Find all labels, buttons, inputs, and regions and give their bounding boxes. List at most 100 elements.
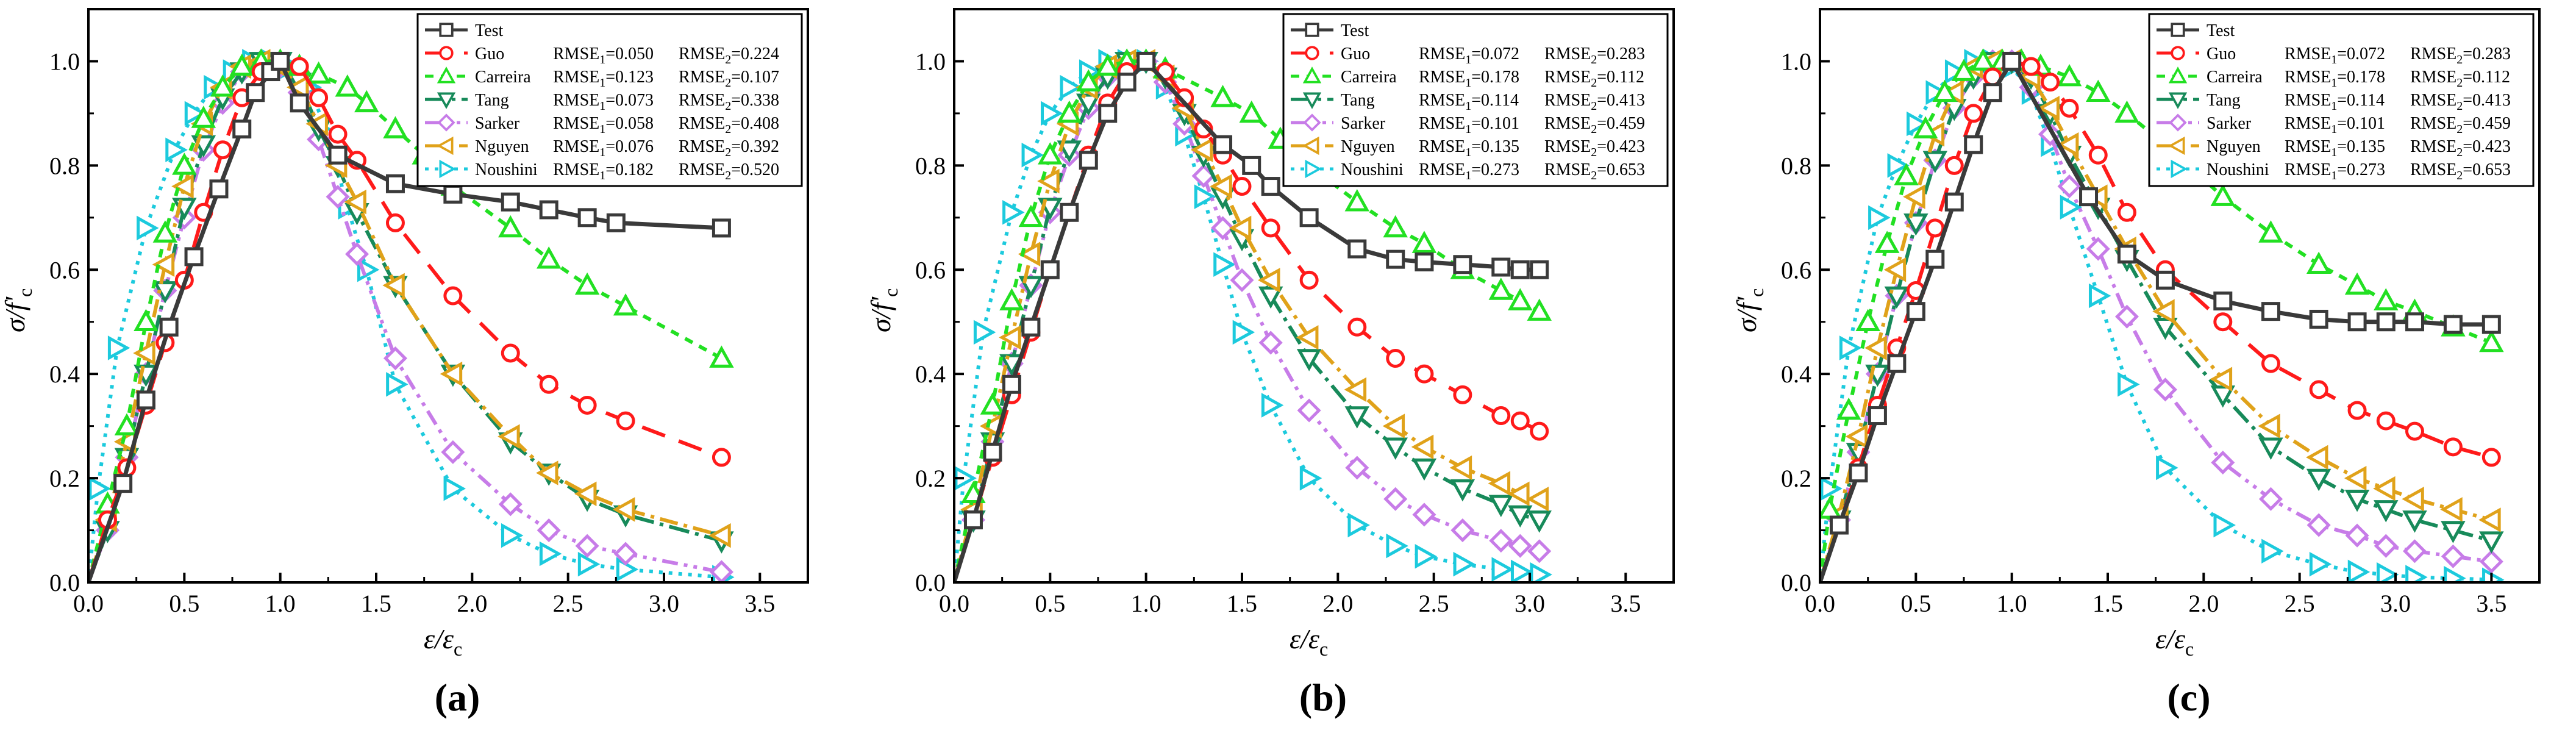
data-point-noushini (2261, 539, 2284, 564)
data-point-noushini (184, 101, 207, 126)
data-point-carreira (2086, 79, 2111, 102)
data-point-noushini (1530, 562, 1552, 582)
data-point-carreira (229, 53, 254, 76)
y-tick-label: 0.4 (915, 360, 946, 388)
data-point-guo (443, 286, 463, 306)
legend-rmse1: RMSE1=0.101 (1419, 114, 1519, 136)
data-point-noushini (2156, 455, 2178, 481)
data-point-guo (1386, 349, 1405, 368)
data-point-guo (1964, 104, 1983, 123)
data-point-noushini (2347, 559, 2371, 582)
data-point-test (1136, 51, 1156, 71)
data-point-carreira (999, 288, 1024, 310)
data-point-noushini (1820, 476, 1843, 501)
data-point-sarker (2086, 237, 2110, 261)
legend-label: Guo (2207, 45, 2236, 63)
data-point-noushini (2309, 551, 2332, 577)
data-point-test (1040, 260, 1060, 279)
data-point-noushini (1887, 153, 1910, 178)
data-point-guo (2443, 437, 2463, 457)
data-point-sarker (537, 518, 561, 543)
legend-label: Carreira (1341, 68, 1397, 87)
x-tick-label: 3.0 (2380, 590, 2411, 617)
legend-box (2148, 13, 2535, 187)
legend-rmse2: RMSE2=0.653 (2410, 160, 2511, 182)
chart-panel-3: 0.0 0.5 1.0 1.5 2.0 2.5 3.0 3.5 0.0 0.2 0.4 0.6 0.8 1… (1731, 8, 2541, 719)
data-point-test (2002, 51, 2022, 71)
legend-rmse1: RMSE1=0.135 (1419, 137, 1519, 159)
y-tick-label: 0.6 (915, 256, 946, 284)
data-point-guo (2261, 354, 2280, 373)
data-point-nguyen (1229, 215, 1252, 241)
data-point-noushini (2060, 195, 2083, 220)
axes-frame (953, 8, 1675, 584)
data-point-carreira (1057, 100, 1082, 123)
data-point-test (1453, 255, 1472, 274)
data-point-carreira (1913, 116, 1938, 138)
x-tick-label: 0.0 (1805, 590, 1835, 617)
legend-marker-sarker (1303, 113, 1321, 132)
legend-marker-test (2171, 23, 2185, 37)
data-point-test (2213, 292, 2233, 311)
x-tick-label: 0.5 (169, 590, 199, 617)
legend-rmse2: RMSE2=0.338 (679, 91, 779, 113)
y-tick-label: 0.0 (915, 569, 946, 596)
data-point-sarker (613, 542, 638, 566)
data-point-guo (616, 411, 635, 431)
data-point-test (159, 317, 179, 337)
data-point-sarker (1210, 216, 1235, 240)
data-point-nguyen (1507, 481, 1530, 506)
legend-marker-guo (439, 46, 454, 60)
data-point-carreira (1951, 59, 1977, 81)
data-point-nguyen (999, 325, 1021, 350)
y-tick-label: 0.8 (915, 152, 946, 179)
data-point-test (136, 390, 155, 410)
data-point-guo (1299, 270, 1319, 290)
data-point-nguyen (1210, 174, 1232, 199)
data-point-nguyen (2373, 476, 2396, 501)
data-point-tang (1527, 510, 1552, 533)
data-point-carreira (1508, 288, 1533, 310)
data-point-nguyen (2402, 487, 2424, 512)
x-tick-label: 0.5 (1035, 590, 1065, 617)
data-point-test (2405, 312, 2424, 332)
data-point-test (2309, 309, 2328, 329)
data-point-tang (1344, 406, 1370, 429)
legend-entry-test: Test (425, 21, 503, 40)
legend-label: Test (2207, 21, 2235, 40)
data-point-test (606, 213, 626, 232)
data-point-tang (2374, 500, 2399, 523)
legend-label: Tang (1341, 91, 1375, 110)
data-point-test (1415, 252, 1434, 271)
data-point-nguyen (1037, 168, 1060, 194)
legend-label: Test (1341, 21, 1369, 40)
data-point-nguyen (1258, 268, 1280, 293)
data-point-carreira (2258, 220, 2283, 243)
data-point-guo (2481, 448, 2501, 467)
legend-marker-noushini (1305, 159, 1322, 179)
legend-box (416, 13, 803, 187)
data-point-test (2117, 245, 2136, 264)
plot-area (1820, 48, 2505, 582)
y-tick-label: 0.4 (49, 360, 80, 388)
legend-entry-sarker: Sarker RMSE1=0.101 RMSE2=0.459 (2157, 113, 2511, 136)
y-tick-label: 0.4 (1781, 360, 1811, 388)
x-tick-label: 2.5 (1419, 590, 1449, 617)
data-point-carreira (1095, 53, 1120, 76)
data-point-tang (2441, 521, 2466, 543)
data-point-sarker (1450, 518, 1475, 543)
legend-entry-nguyen: Nguyen RMSE1=0.076 RMSE2=0.392 (425, 136, 779, 159)
data-point-sarker (344, 242, 369, 267)
data-point-noushini (1041, 101, 1063, 126)
chart-panel-2: 0.0 0.5 1.0 1.5 2.0 2.5 3.0 3.5 0.0 0.2 0.4 0.6 0.8 1… (865, 8, 1675, 719)
data-point-carreira (1820, 496, 1842, 519)
data-point-noushini (386, 372, 409, 397)
data-point-test (1002, 374, 1021, 394)
legend-label: Sarker (1341, 114, 1386, 133)
data-point-guo (2376, 411, 2396, 431)
data-point-carreira (306, 61, 331, 84)
y-tick-label: 1.0 (915, 48, 946, 75)
x-axis-label: ε/εc (424, 623, 462, 660)
legend-marker-noushini (2171, 159, 2188, 179)
